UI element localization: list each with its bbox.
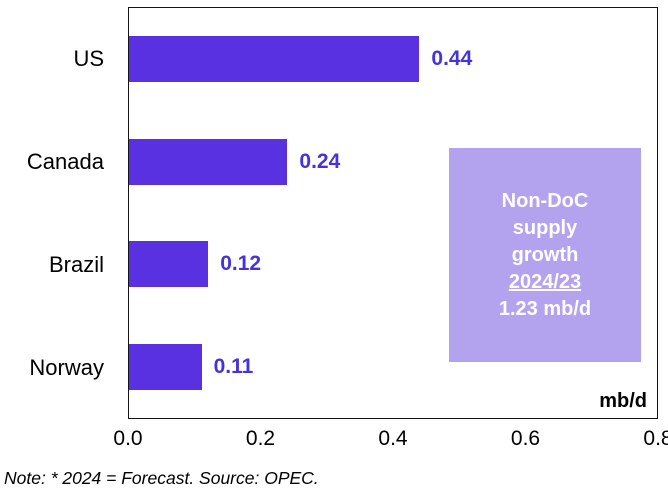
bar-row: 0.24: [129, 111, 657, 214]
bar-row: 0.44: [129, 8, 657, 111]
bar-us: [129, 36, 420, 83]
x-tick-label: 0.8: [643, 427, 668, 450]
x-tick-label: 0.6: [510, 427, 541, 450]
annotation-value: 1.23 mb/d: [498, 297, 592, 320]
annotation-text: Non-DoC: [501, 189, 589, 212]
x-axis-ticks: 0.0 0.2 0.4 0.6 0.8: [113, 427, 668, 453]
category-label-canada: Canada: [26, 148, 104, 174]
bar-canada: [129, 138, 288, 185]
bar-value-label: 0.44: [431, 47, 473, 71]
annotation-text: supply: [512, 216, 578, 239]
category-label-us: US: [73, 45, 104, 71]
bar-row: 0.12: [129, 213, 657, 316]
annotation-box: Non-DoC supply growth 2024/23 1.23 mb/d: [449, 148, 641, 362]
note-text: Note: * 2024 = Forecast. Source: OPEC.: [4, 468, 319, 488]
bar-norway: [129, 343, 202, 390]
bar-value-label: 0.11: [213, 354, 254, 378]
bar-brazil: [129, 241, 209, 288]
annotation-period: 2024/23: [508, 270, 582, 293]
x-tick-label: 0.0: [113, 427, 143, 450]
x-tick-label: 0.2: [245, 427, 276, 450]
plot-area: 0.44 0.24 0.12 0.11 Non-DoC supply growth 2…: [128, 7, 658, 419]
bar-value-label: 0.12: [220, 252, 262, 276]
bar-rows: 0.44 0.24 0.12 0.11: [129, 8, 657, 418]
category-label-brazil: Brazil: [48, 251, 104, 277]
unit-label: mb/d: [599, 390, 647, 412]
category-axis: US Canada Brazil Norway: [0, 7, 128, 419]
annotation-text: growth: [511, 243, 579, 266]
category-label-norway: Norway: [29, 354, 104, 380]
x-tick-label: 0.4: [378, 427, 408, 450]
bar-row: 0.11: [129, 316, 657, 419]
bar-value-label: 0.24: [299, 149, 341, 173]
